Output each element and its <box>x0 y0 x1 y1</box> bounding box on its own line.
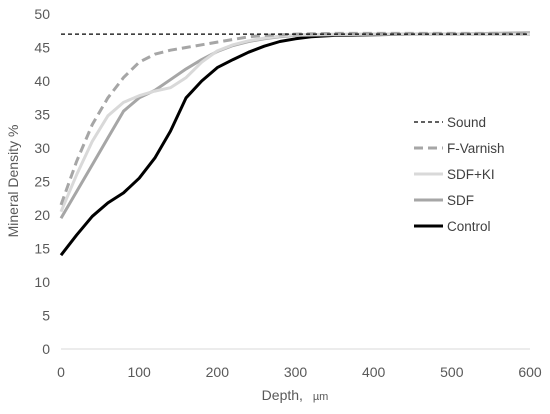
x-tick-label: 500 <box>440 364 464 380</box>
y-tick-label: 25 <box>34 174 50 190</box>
legend-label-f-varnish: F-Varnish <box>447 141 505 156</box>
x-tick-label: 200 <box>206 364 230 380</box>
legend: Sound F-Varnish SDF+KI SDF Control <box>414 115 505 234</box>
x-tick-label: 600 <box>518 364 542 380</box>
series-line-f-varnish <box>59 31 530 206</box>
x-axis-unit: µm <box>313 391 329 403</box>
legend-label-sdf-ki: SDF+KI <box>447 167 495 182</box>
y-axis-label: Mineral Density % <box>5 125 21 238</box>
y-tick-label: 50 <box>34 6 50 22</box>
y-tick-label: 15 <box>34 241 50 257</box>
legend-label-sound: Sound <box>447 115 486 130</box>
x-axis-label-text: Depth, <box>262 387 303 403</box>
y-tick-label: 45 <box>34 40 50 56</box>
y-tick-label: 40 <box>34 73 50 89</box>
x-tick-label: 0 <box>57 364 65 380</box>
plot-area <box>59 31 531 257</box>
y-tick-label: 0 <box>42 341 50 357</box>
legend-label-control: Control <box>447 219 491 234</box>
x-tick-label: 400 <box>362 364 386 380</box>
y-tick-label: 30 <box>34 140 50 156</box>
x-axis-label: Depth, µm <box>262 387 329 403</box>
y-tick-label: 10 <box>34 274 50 290</box>
y-tick-label: 35 <box>34 107 50 123</box>
x-tick-label: 300 <box>284 364 308 380</box>
y-tick-label: 20 <box>34 207 50 223</box>
x-tick-label: 100 <box>127 364 151 380</box>
legend-label-sdf: SDF <box>447 193 474 208</box>
y-tick-label: 5 <box>42 308 50 324</box>
